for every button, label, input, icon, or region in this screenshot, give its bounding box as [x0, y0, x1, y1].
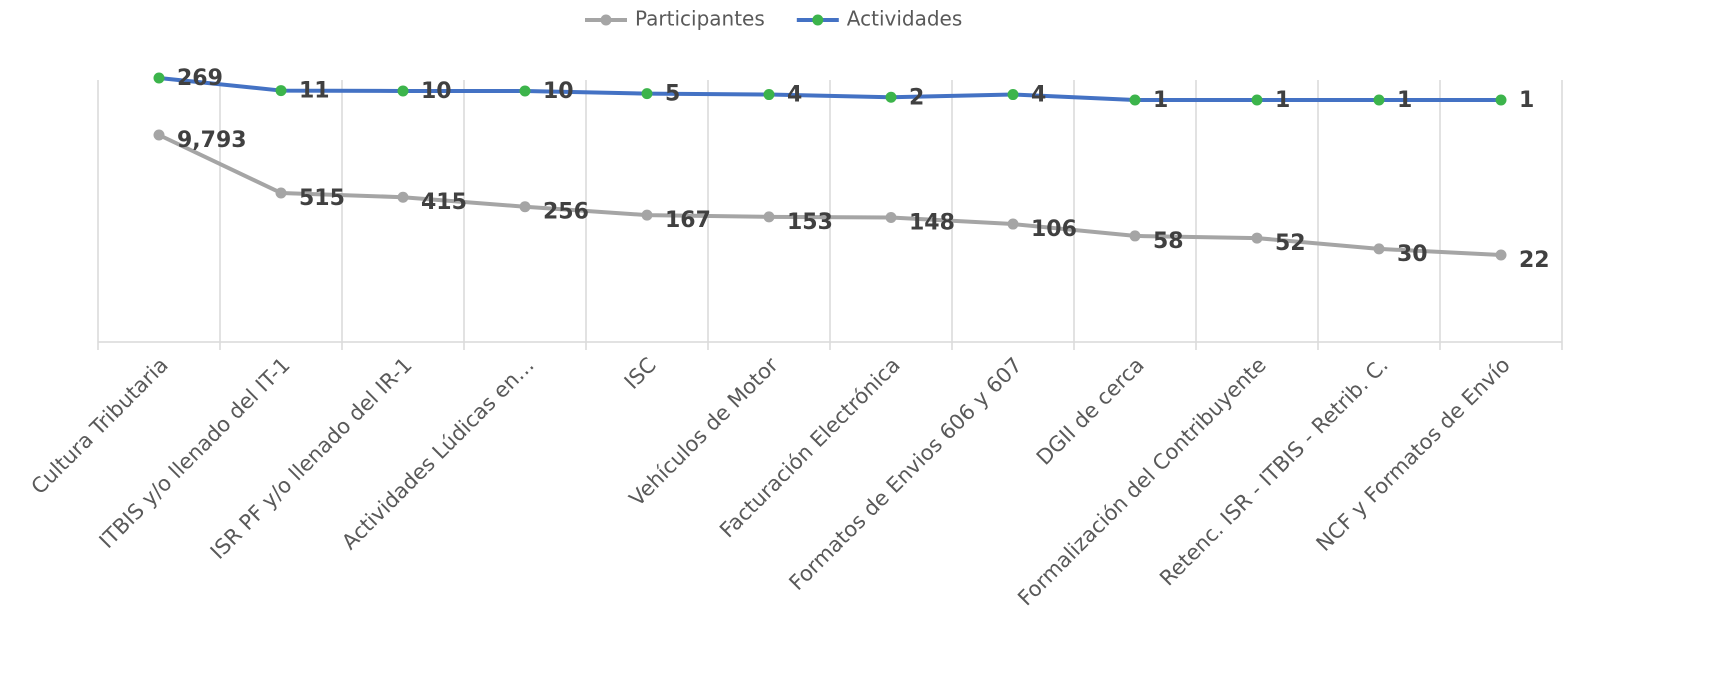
data-point [519, 201, 531, 213]
x-tick-label: Actividades Lúdicas en… [337, 353, 539, 555]
data-label: 9,793 [177, 128, 247, 153]
data-point [1129, 94, 1141, 106]
x-tick-label: Cultura Tributaria [27, 353, 173, 499]
data-point [519, 85, 531, 97]
data-point [763, 211, 775, 223]
data-label: 256 [543, 200, 589, 225]
data-point [397, 85, 409, 97]
data-label: 1 [1153, 88, 1168, 113]
data-point [1495, 94, 1507, 106]
legend-label: Actividades [847, 7, 963, 31]
data-label: 5 [665, 82, 680, 107]
data-point [1007, 218, 1019, 230]
data-point [153, 129, 165, 141]
data-label: 10 [421, 79, 452, 104]
data-point [1373, 243, 1385, 255]
data-label: 167 [665, 208, 711, 233]
series-line [158, 133, 1502, 257]
data-label: 415 [421, 190, 467, 215]
x-tick-label: Formatos de Envios 606 y 607 [784, 353, 1026, 595]
data-point [1129, 230, 1141, 242]
data-point [1007, 89, 1019, 101]
data-label: 1 [1519, 88, 1534, 113]
data-point [885, 211, 897, 223]
data-point [1251, 94, 1263, 106]
data-label: 1 [1397, 88, 1412, 113]
legend-marker [600, 14, 612, 26]
x-tick-label: Retenc. ISR - ITBIS - Retrib. C. [1155, 353, 1393, 591]
data-label: 2 [909, 85, 924, 110]
x-tick-label: NCF y Formatos de Envío [1312, 353, 1515, 556]
series-line [158, 76, 1501, 102]
data-label: 10 [543, 79, 574, 104]
x-tick-label: Formalización del Contribuyente [1013, 353, 1271, 611]
data-point [275, 85, 287, 97]
data-point [885, 91, 897, 103]
data-label: 30 [1397, 242, 1428, 267]
data-label: 153 [787, 210, 833, 235]
data-point [763, 89, 775, 101]
x-tick-label: DGII de cerca [1032, 353, 1149, 470]
data-label: 148 [909, 210, 955, 235]
data-point [1251, 232, 1263, 244]
data-point [1373, 94, 1385, 106]
x-tick-label: ISC [620, 353, 661, 394]
data-label: 11 [299, 79, 330, 104]
data-label: 4 [787, 83, 802, 108]
data-point [153, 72, 165, 84]
data-point [397, 191, 409, 203]
data-point [275, 187, 287, 199]
legend-marker [812, 14, 824, 26]
data-label: 1 [1275, 88, 1290, 113]
data-label: 515 [299, 186, 345, 211]
data-point [1495, 249, 1507, 261]
data-label: 269 [177, 66, 223, 91]
data-label: 58 [1153, 229, 1184, 254]
x-tick-label: ISR PF y/o llenado del IR-1 [206, 353, 417, 564]
data-point [641, 209, 653, 221]
data-label: 52 [1275, 231, 1306, 256]
data-label: 22 [1519, 248, 1550, 273]
legend-label: Participantes [635, 7, 765, 31]
data-label: 4 [1031, 83, 1046, 108]
data-point [641, 88, 653, 100]
data-label: 106 [1031, 217, 1077, 242]
